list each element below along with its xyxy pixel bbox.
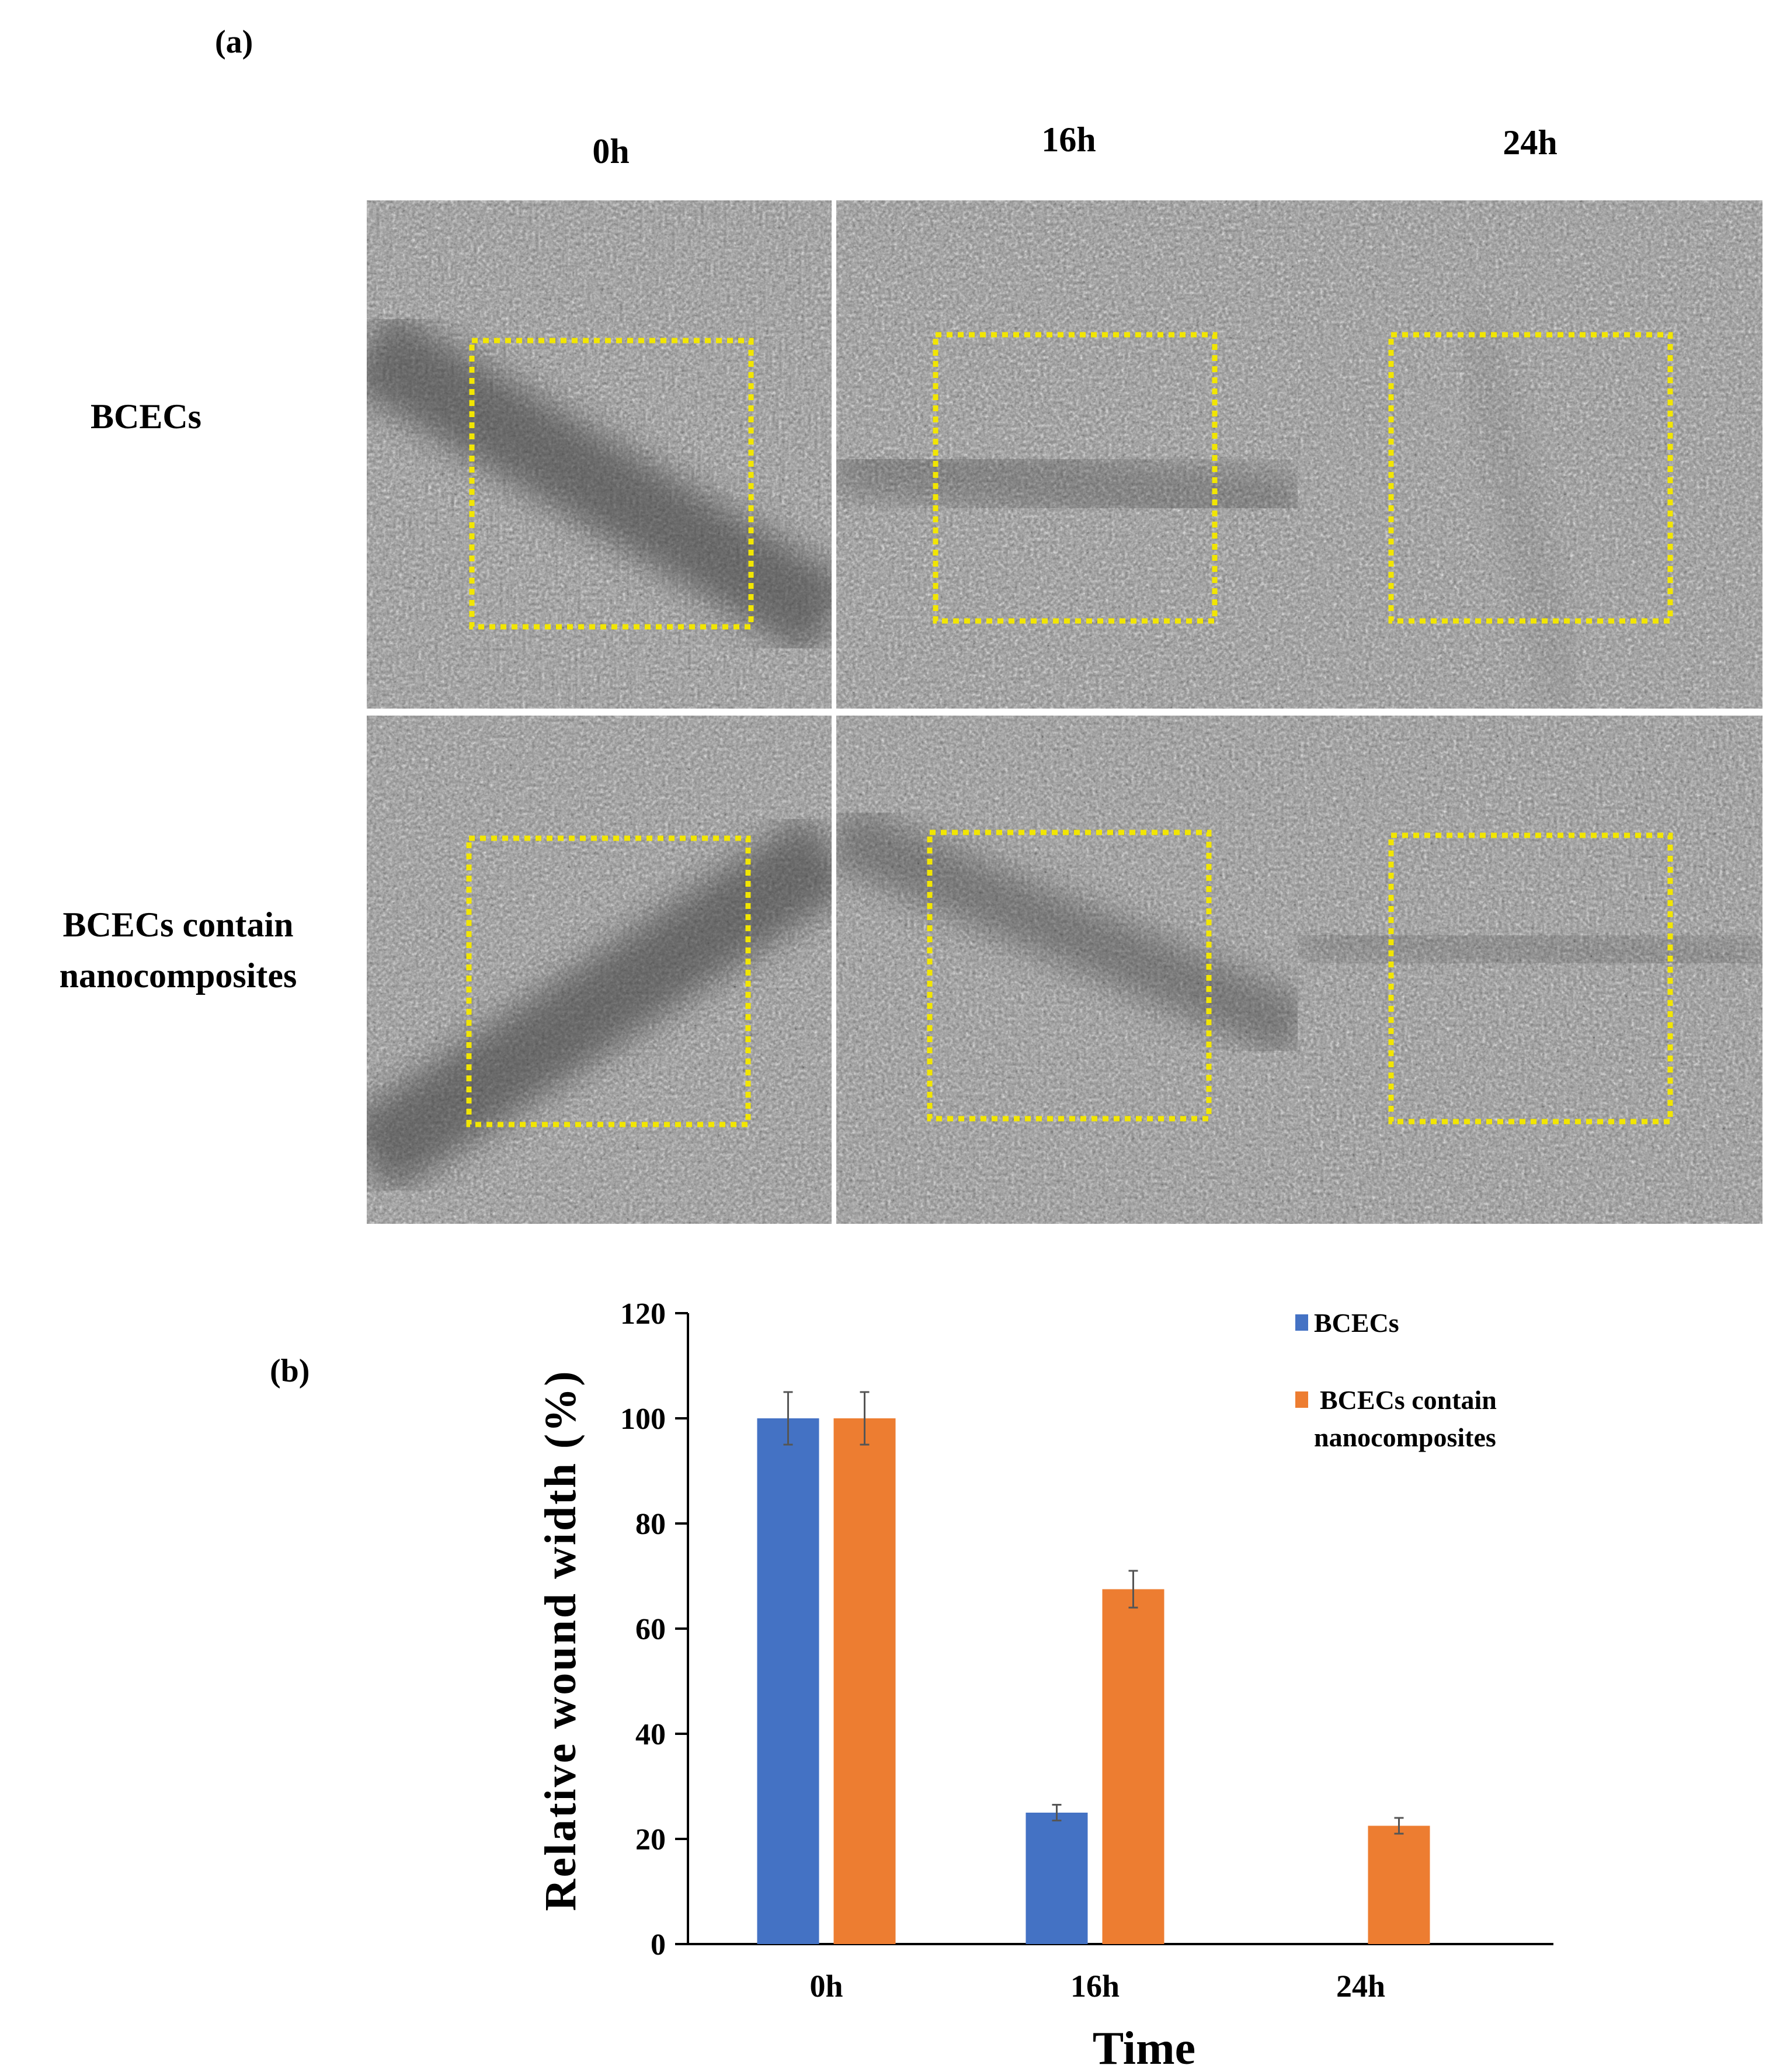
micrograph-0h-row2 <box>367 716 832 1224</box>
row-label-bcecs: BCECs <box>90 397 202 436</box>
y-axis-label: Relative wound width (%) <box>536 1369 585 1911</box>
roi-box <box>927 830 1212 1122</box>
legend-label-series1: BCECs <box>1314 1308 1399 1338</box>
y-tick-label: 100 <box>620 1403 666 1436</box>
bar-0h-series2 <box>833 1418 896 1944</box>
wound-gap <box>1455 313 1584 709</box>
bar-chart: 0 20 40 60 80 100 120 0h 16h 24h Time Relative woun… <box>536 1297 1553 2072</box>
roi-box <box>466 835 751 1127</box>
micrograph-24h-row2 <box>1298 716 1762 1224</box>
roi-box <box>469 338 754 630</box>
y-tick-label: 0 <box>651 1928 666 1962</box>
y-tick-label: 120 <box>620 1297 666 1331</box>
bar-0h-series1 <box>757 1418 819 1944</box>
panel-a-label: (a) <box>215 24 253 60</box>
legend-label-series2: BCECs contain nanocomposites <box>1314 1385 1497 1452</box>
y-tick-label: 80 <box>635 1508 666 1541</box>
micrograph-24h-row1 <box>1298 200 1762 709</box>
roi-box <box>1388 332 1673 624</box>
x-axis-label: Time <box>1093 2023 1195 2072</box>
legend-swatch-series1 <box>1295 1314 1308 1331</box>
panel-b-label: (b) <box>270 1353 310 1389</box>
x-tick-label: 16h <box>1070 1969 1120 2004</box>
bar-16h-series1 <box>1025 1813 1088 1944</box>
column-label-24h: 24h <box>1503 123 1558 162</box>
x-tick-label: 0h <box>809 1969 843 2004</box>
y-tick-label: 40 <box>635 1718 666 1751</box>
bar-24h-series2 <box>1368 1825 1430 1944</box>
wound-gap <box>836 431 1301 536</box>
x-tick-label: 24h <box>1336 1969 1385 2004</box>
wound-gap <box>367 813 832 1196</box>
bar-16h-series2 <box>1102 1589 1164 1944</box>
column-label-0h: 0h <box>592 132 630 171</box>
micrograph-16h-row2 <box>836 716 1301 1224</box>
roi-box <box>933 332 1218 624</box>
row-label-bcecs-nanocomposites: BCECs contain nanocomposites <box>59 905 297 995</box>
wound-gap <box>836 803 1301 1061</box>
legend-swatch-series2 <box>1295 1391 1308 1408</box>
roi-box <box>1388 832 1673 1124</box>
wound-gap <box>367 308 832 659</box>
micrograph-16h-row1 <box>836 200 1301 709</box>
y-tick-label: 60 <box>635 1613 666 1646</box>
wound-gap <box>1298 911 1762 987</box>
micrograph-0h-row1 <box>367 200 832 709</box>
y-tick-label: 20 <box>635 1823 666 1856</box>
column-label-16h: 16h <box>1041 120 1096 159</box>
